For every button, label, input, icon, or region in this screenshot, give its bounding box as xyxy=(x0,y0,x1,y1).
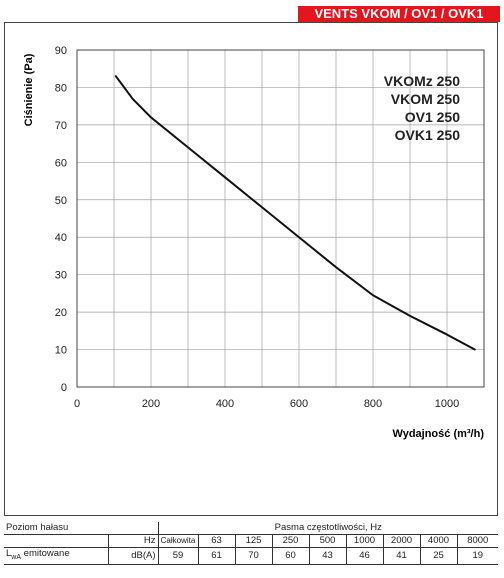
noise-value: 41 xyxy=(382,547,421,565)
bands-header: Pasma częstotliwości, Hz xyxy=(157,522,499,535)
noise-values-row: LwA emitowane dB(A) 59 61 70 60 43 46 41 25 19 xyxy=(4,547,499,565)
noise-value: 46 xyxy=(345,547,384,565)
frequency-header: 500 xyxy=(308,534,347,548)
legend-entry: OV1 250 xyxy=(405,109,460,125)
legend-entry: OVK1 250 xyxy=(395,127,461,143)
unit-header: Hz xyxy=(107,534,159,548)
plot-border xyxy=(76,49,485,388)
frequency-header-row: Hz Całkowita 63 125 250 500 1000 2000 4000 8000 xyxy=(4,534,499,548)
frequency-header: 8000 xyxy=(456,534,499,548)
x-tick-label: 200 xyxy=(142,398,160,410)
noise-value: 19 xyxy=(456,547,499,565)
y-tick-label: 80 xyxy=(55,82,67,94)
noise-title: Poziom hałasu xyxy=(4,522,108,535)
row-label: LwA emitowane xyxy=(4,547,109,565)
frequency-header: 1000 xyxy=(345,534,384,548)
y-tick-label: 70 xyxy=(55,120,67,132)
legend-entry: VKOMz 250 xyxy=(384,73,460,89)
noise-value: 61 xyxy=(197,547,236,565)
y-tick-label: 0 xyxy=(61,382,67,394)
series-line xyxy=(114,75,476,351)
y-tick-labels: 0 10 20 30 40 50 60 70 80 90 xyxy=(55,45,67,394)
x-tick-label: 1000 xyxy=(435,398,459,410)
y-tick-label: 60 xyxy=(55,157,67,169)
header-empty-cell xyxy=(4,534,109,548)
noise-table: Poziom hałasu Pasma częstotliwości, Hz H… xyxy=(4,522,499,565)
x-tick-label: 0 xyxy=(74,398,80,410)
series-group xyxy=(114,75,476,351)
noise-title-spacer xyxy=(108,522,158,535)
noise-value: 43 xyxy=(308,547,347,565)
y-axis-label: Ciśnienie (Pa) xyxy=(23,53,35,126)
y-tick-label: 40 xyxy=(55,232,67,244)
frequency-header: 4000 xyxy=(419,534,458,548)
noise-value: 60 xyxy=(271,547,310,565)
frequency-header: 63 xyxy=(197,534,236,548)
legend: VKOMz 250 VKOM 250 OV1 250 OVK1 250 xyxy=(384,73,460,143)
chart-grid xyxy=(76,49,485,388)
y-tick-label: 20 xyxy=(55,307,67,319)
y-tick-label: 30 xyxy=(55,270,67,282)
chart-frame xyxy=(4,22,498,516)
x-tick-labels: 0 200 400 600 800 1000 xyxy=(74,398,459,410)
x-axis-label: Wydajność (m³/h) xyxy=(393,428,485,440)
total-value: 59 xyxy=(157,547,199,565)
row-label-sub: wA xyxy=(11,553,22,561)
row-unit: dB(A) xyxy=(107,547,159,565)
x-tick-label: 600 xyxy=(290,398,308,410)
frequency-header: 250 xyxy=(271,534,310,548)
noise-value: 70 xyxy=(234,547,273,565)
frequency-header: 2000 xyxy=(382,534,421,548)
row-label-rest: emitowane xyxy=(21,548,70,559)
chart-svg: 0 200 400 600 800 1000 0 10 20 30 40 50 60 70 80 90 VK… xyxy=(23,45,485,440)
y-tick-label: 90 xyxy=(55,45,67,57)
noise-value: 25 xyxy=(419,547,458,565)
total-header: Całkowita xyxy=(157,534,199,548)
y-tick-label: 10 xyxy=(55,345,67,357)
x-tick-label: 400 xyxy=(216,398,234,410)
y-tick-label: 50 xyxy=(55,195,67,207)
legend-entry: VKOM 250 xyxy=(391,91,460,107)
x-tick-label: 800 xyxy=(364,398,382,410)
frequency-header: 125 xyxy=(234,534,273,548)
row-label-main: L xyxy=(6,548,12,559)
series-badge: VENTS VKOM / OV1 / OVK1 xyxy=(298,6,500,22)
